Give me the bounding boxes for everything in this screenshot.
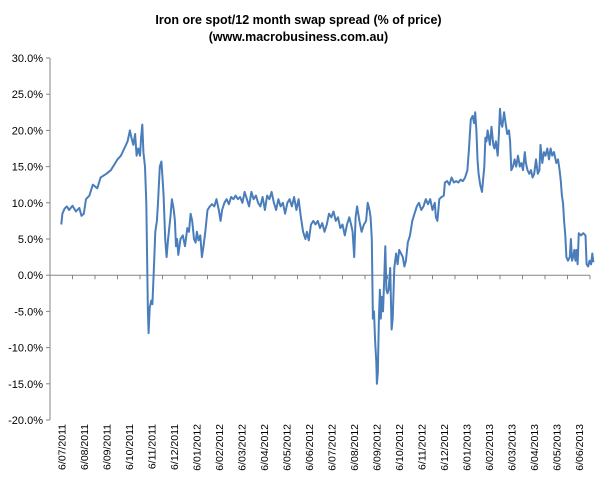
x-tick-label: 6/04/2012 bbox=[259, 424, 271, 471]
x-tick-label: 6/09/2011 bbox=[101, 424, 113, 470]
x-tick-label: 6/08/2011 bbox=[79, 424, 91, 470]
y-tick-label: 10.0% bbox=[12, 198, 43, 210]
x-tick-label: 6/08/2012 bbox=[349, 424, 361, 471]
x-tick-label: 6/07/2011 bbox=[56, 424, 68, 470]
y-axis-ticks: 30.0% 25.0% 20.0% 15.0% 10.0% 5.0% 0.0% -5.0% -1… bbox=[8, 53, 50, 427]
x-tick-label: 6/12/2011 bbox=[169, 424, 181, 470]
x-tick-label: 6/10/2012 bbox=[394, 424, 406, 471]
x-tick-label: 6/03/2012 bbox=[236, 424, 248, 471]
x-tick-label: 6/12/2012 bbox=[439, 424, 451, 471]
y-tick-label: 5.0% bbox=[18, 234, 43, 246]
y-tick-label: 0.0% bbox=[18, 270, 43, 282]
y-tick-label: -10.0% bbox=[8, 343, 43, 355]
x-tick-label: 6/01/2013 bbox=[461, 424, 473, 471]
y-tick-label: -20.0% bbox=[8, 415, 43, 427]
x-tick-label: 6/03/2013 bbox=[506, 424, 518, 471]
x-tick-label: 6/09/2012 bbox=[371, 424, 383, 471]
chart-subtitle: (www.macrobusiness.com.au) bbox=[208, 30, 389, 44]
x-tick-label: 6/11/2012 bbox=[416, 424, 428, 470]
y-tick-label: -5.0% bbox=[14, 306, 43, 318]
x-tick-label: 6/10/2011 bbox=[124, 424, 136, 470]
y-tick-label: 25.0% bbox=[12, 89, 43, 101]
x-tick-label: 6/04/2013 bbox=[529, 424, 541, 471]
chart-title: Iron ore spot/12 month swap spread (% of… bbox=[155, 13, 442, 27]
y-tick-label: 15.0% bbox=[12, 162, 43, 174]
y-tick-label: 20.0% bbox=[12, 125, 43, 137]
x-tick-label: 6/05/2012 bbox=[281, 424, 293, 471]
x-axis-ticks: 6/07/2011 6/08/2011 6/09/2011 6/10/2011 6/11… bbox=[49, 275, 591, 471]
x-tick-label: 6/11/2011 bbox=[146, 424, 158, 469]
x-tick-label: 6/06/2013 bbox=[574, 424, 586, 471]
x-tick-label: 6/02/2012 bbox=[214, 424, 226, 471]
x-tick-label: 6/02/2013 bbox=[484, 424, 496, 471]
y-tick-label: 30.0% bbox=[12, 53, 43, 65]
x-tick-label: 6/07/2012 bbox=[326, 424, 338, 471]
x-tick-label: 6/01/2012 bbox=[191, 424, 203, 471]
series-line bbox=[60, 107, 595, 385]
x-tick-label: 6/06/2012 bbox=[304, 424, 316, 471]
y-tick-label: -15.0% bbox=[8, 379, 43, 391]
x-tick-label: 6/05/2013 bbox=[551, 424, 563, 471]
